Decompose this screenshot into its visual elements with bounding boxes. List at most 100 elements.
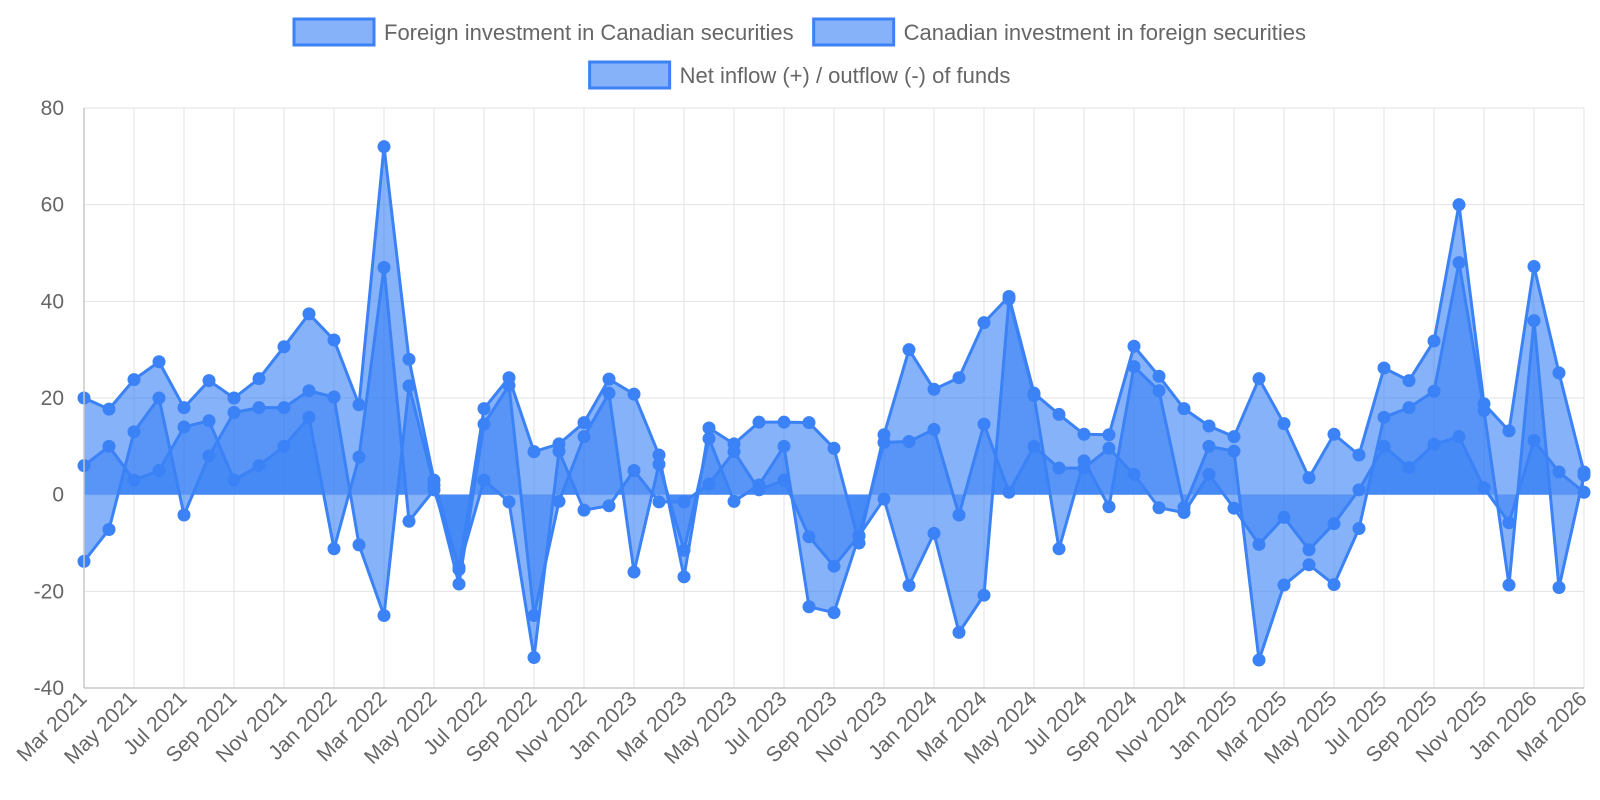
data-point[interactable] bbox=[1077, 427, 1091, 441]
data-point[interactable] bbox=[377, 261, 391, 274]
data-point[interactable] bbox=[877, 435, 891, 449]
data-point[interactable] bbox=[1227, 430, 1241, 444]
data-point[interactable] bbox=[1027, 389, 1041, 403]
data-point[interactable] bbox=[1552, 366, 1566, 380]
data-point[interactable] bbox=[1327, 427, 1341, 441]
data-point[interactable] bbox=[1027, 439, 1041, 453]
data-point[interactable] bbox=[252, 459, 266, 473]
data-point[interactable] bbox=[1402, 401, 1416, 415]
data-point[interactable] bbox=[1527, 260, 1541, 274]
data-point[interactable] bbox=[102, 439, 116, 453]
data-point[interactable] bbox=[1327, 517, 1341, 531]
data-point[interactable] bbox=[1377, 439, 1391, 453]
data-point[interactable] bbox=[352, 450, 366, 464]
data-point[interactable] bbox=[227, 473, 241, 487]
data-point[interactable] bbox=[1452, 256, 1466, 270]
data-point[interactable] bbox=[377, 609, 391, 622]
data-point[interactable] bbox=[727, 445, 741, 459]
data-point[interactable] bbox=[927, 382, 941, 396]
data-point[interactable] bbox=[1152, 369, 1166, 383]
data-point[interactable] bbox=[177, 420, 191, 434]
data-point[interactable] bbox=[652, 457, 666, 471]
data-point[interactable] bbox=[1502, 424, 1516, 438]
data-point[interactable] bbox=[1502, 516, 1516, 530]
data-point[interactable] bbox=[1127, 467, 1141, 481]
data-point[interactable] bbox=[1302, 471, 1316, 485]
data-point[interactable] bbox=[1527, 434, 1541, 448]
data-point[interactable] bbox=[1127, 339, 1141, 353]
data-point[interactable] bbox=[677, 570, 691, 584]
data-point[interactable] bbox=[402, 352, 416, 366]
data-point[interactable] bbox=[277, 340, 291, 354]
data-point[interactable] bbox=[777, 415, 791, 429]
data-point[interactable] bbox=[877, 492, 891, 506]
data-point[interactable] bbox=[252, 372, 266, 386]
data-point[interactable] bbox=[277, 439, 291, 453]
data-point[interactable] bbox=[402, 514, 416, 528]
data-point[interactable] bbox=[627, 565, 641, 579]
data-point[interactable] bbox=[702, 477, 716, 491]
data-point[interactable] bbox=[1527, 314, 1541, 328]
data-point[interactable] bbox=[952, 508, 966, 522]
data-point[interactable] bbox=[752, 483, 766, 497]
data-point[interactable] bbox=[402, 379, 416, 393]
data-point[interactable] bbox=[1052, 461, 1066, 475]
data-point[interactable] bbox=[827, 441, 841, 455]
data-point[interactable] bbox=[1502, 578, 1516, 592]
data-point[interactable] bbox=[452, 560, 466, 574]
data-point[interactable] bbox=[327, 542, 341, 556]
data-point[interactable] bbox=[827, 606, 841, 620]
data-point[interactable] bbox=[377, 140, 391, 154]
data-point[interactable] bbox=[102, 402, 116, 416]
data-point[interactable] bbox=[1477, 404, 1491, 418]
legend-item-3[interactable]: Net inflow (+) / outflow (-) of funds bbox=[588, 60, 1011, 90]
data-point[interactable] bbox=[1252, 653, 1266, 667]
data-point[interactable] bbox=[627, 464, 641, 477]
data-point[interactable] bbox=[1302, 543, 1316, 557]
data-point[interactable] bbox=[902, 579, 916, 593]
data-point[interactable] bbox=[277, 401, 291, 415]
data-point[interactable] bbox=[752, 415, 766, 429]
data-point[interactable] bbox=[177, 508, 191, 522]
data-point[interactable] bbox=[1402, 374, 1416, 388]
data-point[interactable] bbox=[602, 386, 616, 400]
data-point[interactable] bbox=[227, 391, 241, 405]
data-point[interactable] bbox=[127, 473, 141, 487]
data-point[interactable] bbox=[1277, 417, 1291, 431]
data-point[interactable] bbox=[1002, 292, 1016, 306]
data-point[interactable] bbox=[1277, 578, 1291, 592]
data-point[interactable] bbox=[977, 316, 991, 330]
data-point[interactable] bbox=[1352, 483, 1366, 497]
data-point[interactable] bbox=[1452, 430, 1466, 444]
data-point[interactable] bbox=[1177, 402, 1191, 416]
data-point[interactable] bbox=[677, 543, 691, 557]
data-point[interactable] bbox=[1427, 437, 1441, 451]
data-point[interactable] bbox=[1552, 465, 1566, 479]
data-point[interactable] bbox=[252, 401, 266, 415]
data-point[interactable] bbox=[977, 588, 991, 602]
data-point[interactable] bbox=[202, 414, 216, 428]
data-point[interactable] bbox=[302, 307, 316, 321]
data-point[interactable] bbox=[902, 435, 916, 448]
data-point[interactable] bbox=[577, 416, 591, 430]
data-point[interactable] bbox=[327, 390, 341, 404]
legend-item-2[interactable]: Canadian investment in foreign securitie… bbox=[812, 17, 1306, 47]
data-point[interactable] bbox=[1352, 448, 1366, 462]
data-point[interactable] bbox=[102, 522, 116, 536]
data-point[interactable] bbox=[1402, 461, 1416, 475]
data-point[interactable] bbox=[1227, 501, 1241, 515]
data-point[interactable] bbox=[652, 495, 666, 509]
data-point[interactable] bbox=[1152, 501, 1166, 515]
data-point[interactable] bbox=[777, 439, 791, 453]
data-point[interactable] bbox=[1102, 441, 1116, 455]
data-point[interactable] bbox=[1102, 428, 1116, 442]
data-point[interactable] bbox=[1152, 384, 1166, 398]
data-point[interactable] bbox=[202, 374, 216, 388]
data-point[interactable] bbox=[302, 410, 316, 424]
legend-item-1[interactable]: Foreign investment in Canadian securitie… bbox=[292, 17, 794, 47]
data-point[interactable] bbox=[827, 559, 841, 573]
data-point[interactable] bbox=[952, 625, 966, 639]
data-point[interactable] bbox=[1277, 510, 1291, 524]
data-point[interactable] bbox=[1252, 372, 1266, 386]
data-point[interactable] bbox=[227, 406, 241, 419]
